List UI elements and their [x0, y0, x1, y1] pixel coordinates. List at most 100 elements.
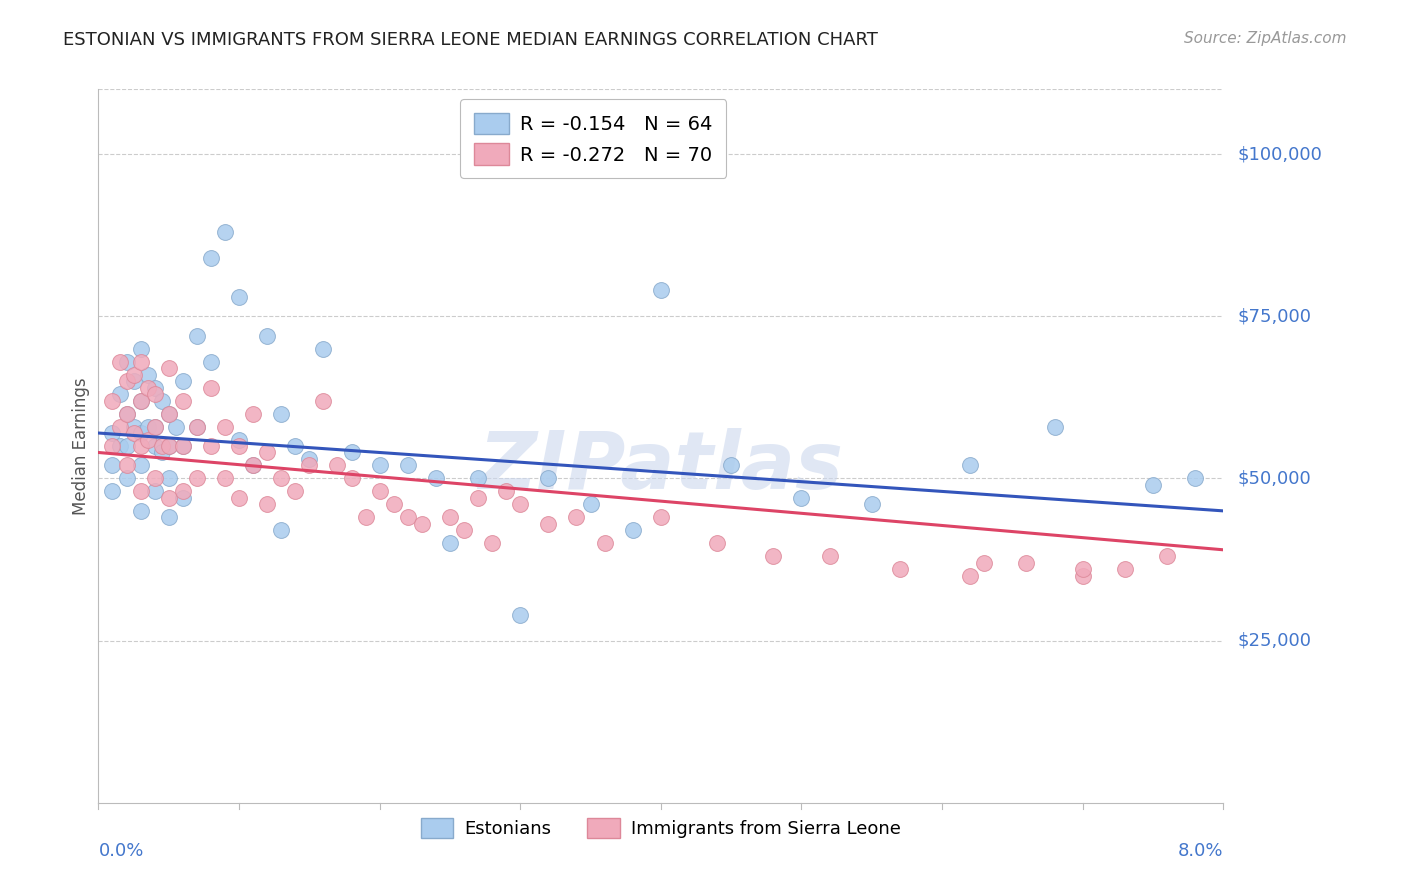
- Point: [150, 393, 173, 408]
- Point: [467, 491, 489, 505]
- Point: [495, 484, 517, 499]
- Point: [579, 497, 602, 511]
- Point: [860, 497, 883, 511]
- Point: [270, 524, 292, 538]
- Point: [157, 510, 180, 524]
- Point: [650, 283, 672, 297]
- Point: [143, 439, 166, 453]
- Point: [157, 407, 180, 421]
- Point: [565, 510, 588, 524]
- Point: [1114, 562, 1136, 576]
- Text: $100,000: $100,000: [1237, 145, 1322, 163]
- Point: [115, 439, 138, 453]
- Point: [101, 484, 124, 499]
- Point: [157, 439, 180, 453]
- Point: [172, 439, 194, 453]
- Text: ESTONIAN VS IMMIGRANTS FROM SIERRA LEONE MEDIAN EARNINGS CORRELATION CHART: ESTONIAN VS IMMIGRANTS FROM SIERRA LEONE…: [63, 31, 879, 49]
- Point: [256, 445, 278, 459]
- Point: [157, 491, 180, 505]
- Point: [129, 354, 152, 368]
- Point: [256, 328, 278, 343]
- Point: [509, 607, 531, 622]
- Point: [889, 562, 911, 576]
- Point: [1015, 556, 1038, 570]
- Point: [143, 419, 166, 434]
- Point: [481, 536, 503, 550]
- Point: [129, 458, 152, 473]
- Point: [214, 471, 236, 485]
- Point: [537, 471, 560, 485]
- Point: [108, 354, 131, 368]
- Point: [143, 381, 166, 395]
- Point: [439, 536, 461, 550]
- Point: [973, 556, 995, 570]
- Point: [453, 524, 475, 538]
- Point: [136, 381, 159, 395]
- Text: ZIPatlas: ZIPatlas: [478, 428, 844, 507]
- Point: [172, 484, 194, 499]
- Point: [186, 471, 208, 485]
- Point: [157, 439, 180, 453]
- Point: [509, 497, 531, 511]
- Point: [368, 458, 391, 473]
- Point: [157, 361, 180, 376]
- Point: [115, 471, 138, 485]
- Point: [115, 374, 138, 388]
- Point: [200, 251, 222, 265]
- Point: [256, 497, 278, 511]
- Point: [129, 393, 152, 408]
- Point: [143, 471, 166, 485]
- Point: [172, 374, 194, 388]
- Point: [1071, 568, 1094, 582]
- Text: 0.0%: 0.0%: [98, 842, 143, 860]
- Point: [340, 445, 363, 459]
- Point: [200, 354, 222, 368]
- Point: [129, 342, 152, 356]
- Point: [150, 439, 173, 453]
- Point: [298, 452, 321, 467]
- Point: [101, 393, 124, 408]
- Point: [143, 419, 166, 434]
- Point: [200, 439, 222, 453]
- Point: [186, 328, 208, 343]
- Text: 8.0%: 8.0%: [1178, 842, 1223, 860]
- Point: [214, 419, 236, 434]
- Point: [242, 458, 264, 473]
- Point: [720, 458, 742, 473]
- Point: [340, 471, 363, 485]
- Point: [790, 491, 813, 505]
- Point: [172, 491, 194, 505]
- Text: Source: ZipAtlas.com: Source: ZipAtlas.com: [1184, 31, 1347, 46]
- Point: [326, 458, 349, 473]
- Legend: Estonians, Immigrants from Sierra Leone: Estonians, Immigrants from Sierra Leone: [408, 805, 914, 851]
- Point: [129, 425, 152, 440]
- Point: [115, 407, 138, 421]
- Point: [157, 471, 180, 485]
- Point: [122, 419, 145, 434]
- Point: [172, 393, 194, 408]
- Point: [467, 471, 489, 485]
- Point: [382, 497, 405, 511]
- Point: [186, 419, 208, 434]
- Point: [143, 484, 166, 499]
- Point: [143, 387, 166, 401]
- Point: [593, 536, 616, 550]
- Point: [959, 458, 981, 473]
- Point: [136, 433, 159, 447]
- Point: [1156, 549, 1178, 564]
- Point: [157, 407, 180, 421]
- Point: [122, 368, 145, 382]
- Point: [312, 342, 335, 356]
- Point: [439, 510, 461, 524]
- Point: [101, 458, 124, 473]
- Point: [129, 484, 152, 499]
- Point: [354, 510, 377, 524]
- Point: [284, 484, 307, 499]
- Point: [228, 491, 250, 505]
- Point: [228, 290, 250, 304]
- Text: $50,000: $50,000: [1237, 469, 1310, 487]
- Point: [706, 536, 728, 550]
- Point: [200, 381, 222, 395]
- Point: [1184, 471, 1206, 485]
- Point: [312, 393, 335, 408]
